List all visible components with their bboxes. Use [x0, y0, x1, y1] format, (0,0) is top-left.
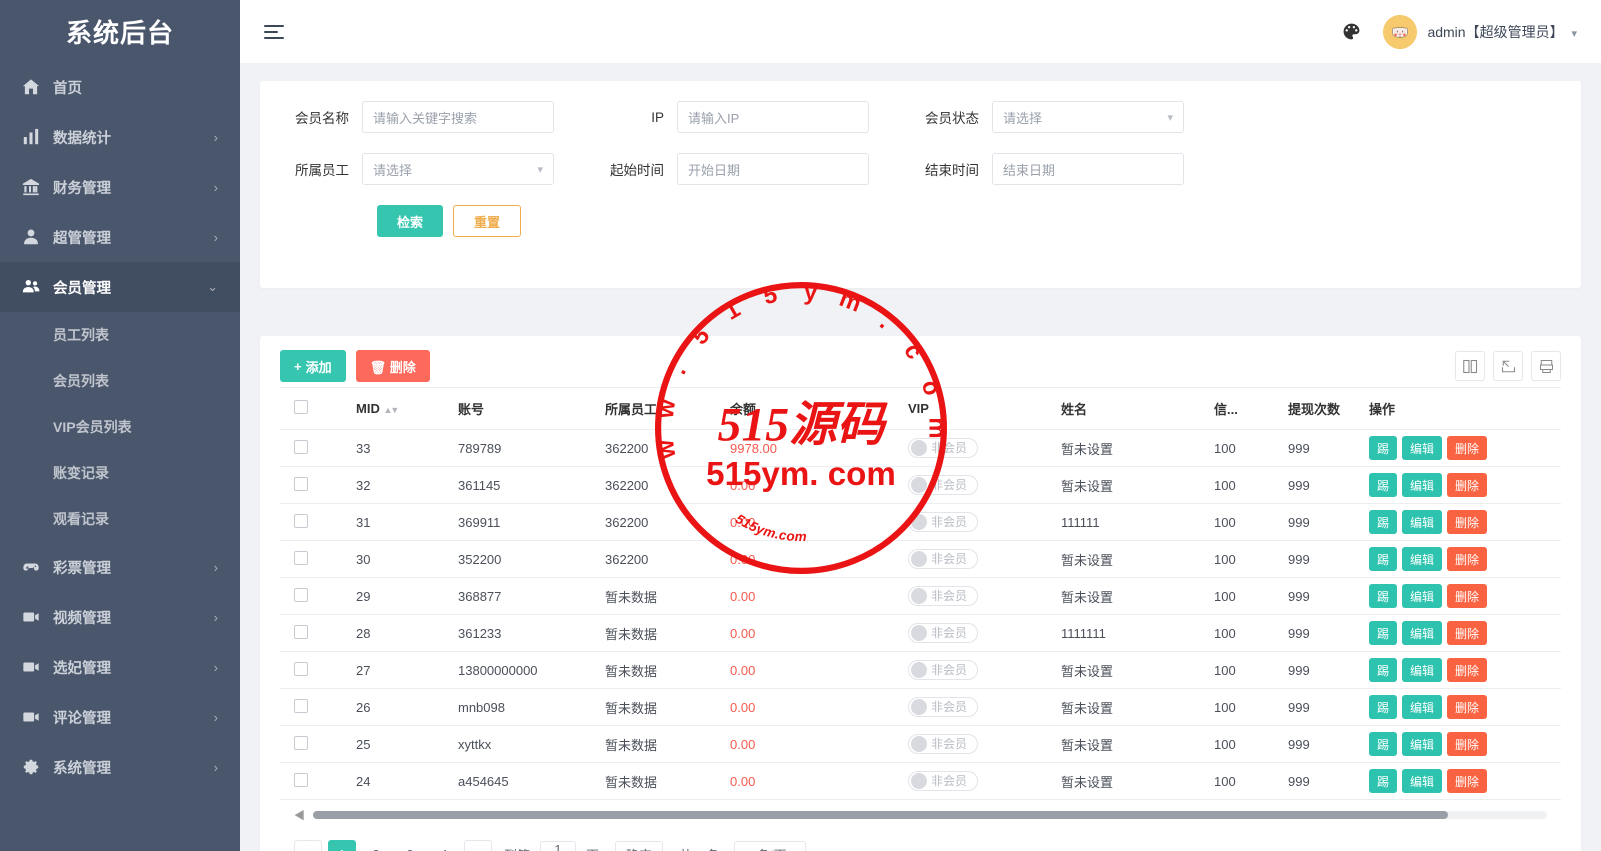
svg-text:.: .	[875, 309, 897, 334]
svg-text:1: 1	[720, 296, 745, 326]
svg-text:m: m	[836, 285, 866, 318]
